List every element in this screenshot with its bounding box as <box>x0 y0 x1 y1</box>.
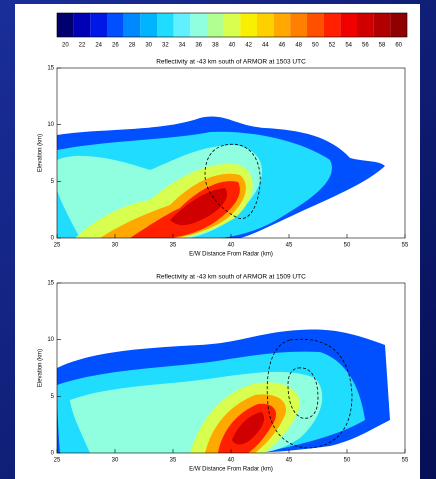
colorbar-label: 26 <box>112 43 119 49</box>
colorbar-box <box>240 13 257 37</box>
colorbar-label: 40 <box>229 43 236 49</box>
colorbar-box <box>290 13 307 37</box>
colorbar-box <box>157 13 174 37</box>
colorbar-label: 56 <box>362 43 369 49</box>
y-tick-label: 5 <box>51 394 55 400</box>
x-tick-label: 45 <box>286 458 293 464</box>
y-tick-label: 10 <box>47 122 54 128</box>
colorbar-label: 32 <box>162 43 169 49</box>
colorbar-box <box>207 13 224 37</box>
colorbar-label: 54 <box>345 43 352 49</box>
reflectivity-field-1509 <box>57 329 390 453</box>
x-tick-label: 35 <box>170 458 177 464</box>
colorbar-label: 36 <box>195 43 202 49</box>
colorbar-box <box>340 13 357 37</box>
x-tick-label: 55 <box>402 458 409 464</box>
y-tick-label: 0 <box>51 236 55 242</box>
x-tick-label: 30 <box>112 458 119 464</box>
y-axis-label: Elevation (km) <box>38 134 44 172</box>
colorbar-box <box>123 13 141 37</box>
colorbar-label: 46 <box>279 43 286 49</box>
colorbar-label: 42 <box>245 43 252 49</box>
colorbar-label: 34 <box>179 43 186 49</box>
x-tick-label: 25 <box>54 243 61 249</box>
x-tick-label: 45 <box>286 243 293 249</box>
colorbar-box <box>190 13 207 37</box>
colorbar-label: 52 <box>329 43 336 49</box>
x-tick-label: 30 <box>112 243 119 249</box>
x-tick-label: 35 <box>170 243 177 249</box>
panel-title: Reflectivity at -43 km south of ARMOR at… <box>156 274 306 281</box>
colorbar-box <box>73 13 91 37</box>
colorbar-box <box>323 13 341 37</box>
colorbar-label: 38 <box>212 43 219 49</box>
colorbar-box <box>357 13 374 37</box>
x-tick-label: 25 <box>54 458 61 464</box>
colorbar-box <box>57 13 74 37</box>
colorbar-label: 24 <box>95 43 102 49</box>
colorbar-label: 22 <box>79 43 86 49</box>
colorbar-label: 28 <box>129 43 136 49</box>
x-tick-label: 50 <box>344 243 351 249</box>
x-tick-label: 40 <box>228 243 235 249</box>
colorbar-label: 58 <box>379 43 386 49</box>
y-tick-label: 5 <box>51 179 55 185</box>
colorbar-box <box>223 13 241 37</box>
colorbar-label: 48 <box>295 43 302 49</box>
colorbar-box <box>90 13 107 37</box>
colorbar-box <box>307 13 324 37</box>
colorbar-label: 44 <box>262 43 269 49</box>
reflectivity-field-1503 <box>57 116 385 238</box>
x-axis-label: E/W Distance From Radar (km) <box>189 252 273 258</box>
x-axis-label: E/W Distance From Radar (km) <box>189 467 273 473</box>
colorbar-box <box>373 13 391 37</box>
colorbar-box <box>273 13 291 37</box>
colorbar-label: 30 <box>145 43 152 49</box>
x-tick-label: 55 <box>402 243 409 249</box>
colorbar-label: 60 <box>395 43 402 49</box>
x-tick-label: 50 <box>344 458 351 464</box>
colorbar-box <box>107 13 124 37</box>
colorbar-box <box>390 13 407 37</box>
x-tick-label: 40 <box>228 458 235 464</box>
colorbar-frame <box>56 12 408 38</box>
colorbar-box <box>173 13 191 37</box>
colorbar-box <box>257 13 274 37</box>
panel-title: Reflectivity at -43 km south of ARMOR at… <box>156 59 306 66</box>
y-axis-label: Elevation (km) <box>38 349 44 387</box>
colorbar-label: 50 <box>312 43 319 49</box>
y-tick-label: 10 <box>47 337 54 343</box>
y-tick-label: 0 <box>51 451 55 457</box>
y-tick-label: 15 <box>47 66 54 72</box>
colorbar-box <box>140 13 157 37</box>
y-tick-label: 15 <box>47 281 54 287</box>
colorbar-label: 20 <box>62 43 69 49</box>
